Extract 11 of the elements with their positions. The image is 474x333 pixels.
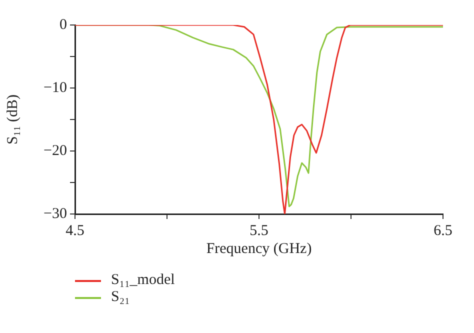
y-axis-title: S₁₁ (dB) bbox=[4, 94, 21, 145]
y-tick-label: 0 bbox=[60, 16, 67, 33]
y-tick-label: −10 bbox=[44, 80, 67, 96]
y-tick-label: −30 bbox=[44, 206, 67, 222]
y-tick-label: −20 bbox=[44, 142, 67, 159]
x-axis-title: Frequency (GHz) bbox=[206, 240, 312, 257]
x-tick-label: 4.5 bbox=[66, 222, 84, 239]
x-tick-label: 6.5 bbox=[434, 222, 452, 239]
legend-label: S₂₁ bbox=[111, 289, 130, 306]
x-tick-label: 5.5 bbox=[250, 222, 268, 239]
legend-label: S₁₁_model bbox=[111, 272, 175, 289]
